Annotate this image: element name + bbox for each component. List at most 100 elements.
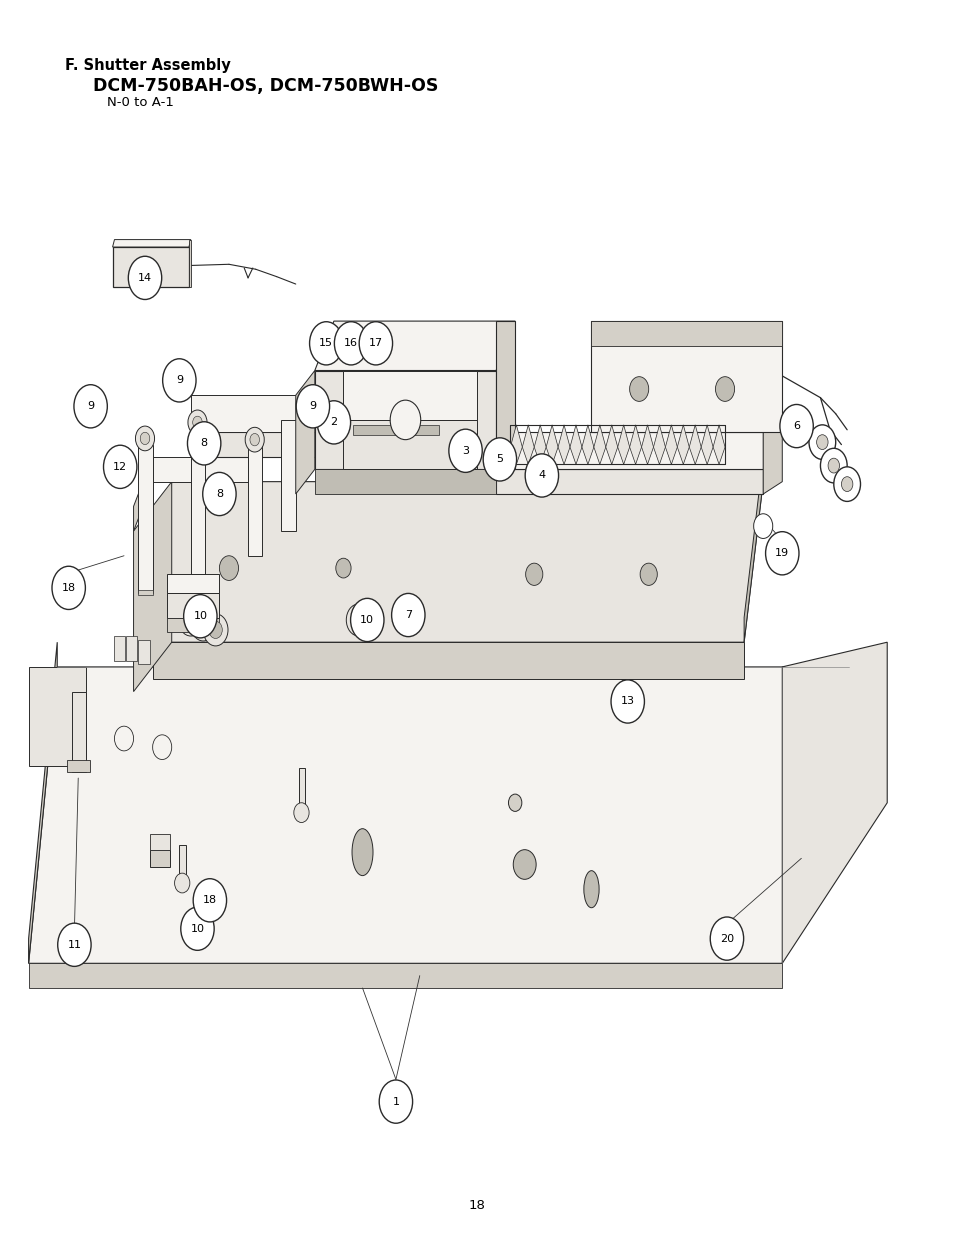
Circle shape (193, 879, 226, 921)
Text: 18: 18 (203, 895, 216, 905)
Text: 3: 3 (461, 446, 469, 456)
Polygon shape (29, 642, 57, 963)
Circle shape (174, 873, 190, 893)
Circle shape (524, 454, 558, 496)
Circle shape (820, 448, 846, 483)
Polygon shape (314, 370, 496, 469)
Polygon shape (113, 636, 125, 661)
Circle shape (358, 322, 393, 366)
Polygon shape (510, 425, 522, 464)
Circle shape (203, 614, 228, 646)
Text: F. Shutter Assembly: F. Shutter Assembly (65, 58, 231, 73)
Polygon shape (152, 482, 762, 642)
Circle shape (833, 467, 860, 501)
Text: 16: 16 (344, 338, 357, 348)
Circle shape (140, 432, 150, 445)
Text: 19: 19 (775, 548, 788, 558)
Circle shape (184, 611, 197, 629)
Circle shape (188, 410, 207, 435)
Text: 6: 6 (792, 421, 800, 431)
Polygon shape (762, 432, 781, 494)
Circle shape (346, 604, 371, 636)
Polygon shape (152, 457, 248, 482)
Polygon shape (605, 425, 618, 464)
Ellipse shape (583, 871, 598, 908)
Text: 8: 8 (200, 438, 208, 448)
Polygon shape (138, 640, 150, 664)
Polygon shape (522, 425, 534, 464)
Circle shape (209, 621, 222, 638)
Polygon shape (496, 469, 762, 494)
Circle shape (114, 726, 133, 751)
Polygon shape (191, 432, 314, 457)
Polygon shape (67, 760, 90, 772)
Polygon shape (167, 593, 219, 618)
Polygon shape (496, 321, 515, 469)
Ellipse shape (352, 829, 373, 876)
Polygon shape (665, 425, 677, 464)
Polygon shape (179, 845, 186, 883)
Circle shape (162, 359, 196, 403)
Circle shape (841, 477, 852, 492)
Polygon shape (191, 395, 314, 432)
Circle shape (193, 416, 202, 429)
Text: 12: 12 (113, 462, 127, 472)
Polygon shape (112, 240, 191, 247)
Circle shape (390, 400, 420, 440)
Polygon shape (71, 692, 86, 772)
Polygon shape (248, 445, 262, 556)
Text: 14: 14 (138, 273, 152, 283)
Text: 13: 13 (620, 697, 634, 706)
Polygon shape (138, 445, 152, 593)
Polygon shape (343, 370, 476, 420)
Text: N-0 to A-1: N-0 to A-1 (107, 96, 173, 110)
Circle shape (196, 616, 210, 634)
Circle shape (245, 427, 264, 452)
Polygon shape (591, 321, 781, 432)
Text: 1: 1 (392, 1097, 399, 1107)
Text: 18: 18 (468, 1199, 485, 1212)
Circle shape (334, 322, 367, 366)
Text: 7: 7 (404, 610, 412, 620)
Polygon shape (640, 425, 653, 464)
Text: 17: 17 (369, 338, 382, 348)
Circle shape (52, 566, 86, 610)
Circle shape (294, 803, 309, 823)
Circle shape (816, 435, 827, 450)
Circle shape (351, 599, 383, 642)
Polygon shape (653, 425, 665, 464)
Polygon shape (688, 425, 700, 464)
Polygon shape (189, 240, 191, 287)
Text: 4: 4 (537, 471, 545, 480)
Polygon shape (618, 425, 629, 464)
Text: 18: 18 (62, 583, 75, 593)
Circle shape (715, 377, 734, 401)
Polygon shape (570, 425, 581, 464)
Polygon shape (343, 420, 476, 469)
Polygon shape (150, 834, 170, 850)
Polygon shape (126, 636, 137, 661)
Circle shape (525, 563, 542, 585)
Polygon shape (677, 425, 688, 464)
Circle shape (316, 401, 350, 445)
Text: 15: 15 (319, 338, 333, 348)
Polygon shape (29, 963, 781, 988)
Polygon shape (167, 574, 219, 593)
Polygon shape (314, 469, 496, 494)
Polygon shape (558, 425, 570, 464)
Polygon shape (295, 370, 314, 494)
Polygon shape (743, 457, 762, 642)
Polygon shape (496, 432, 762, 469)
Circle shape (391, 594, 424, 637)
Circle shape (104, 446, 137, 489)
Circle shape (191, 609, 215, 641)
Polygon shape (713, 425, 724, 464)
Circle shape (202, 473, 236, 516)
Circle shape (135, 426, 154, 451)
Circle shape (74, 385, 108, 427)
Circle shape (827, 458, 839, 473)
Polygon shape (593, 425, 605, 464)
Polygon shape (112, 247, 189, 287)
Text: 9: 9 (309, 401, 316, 411)
Circle shape (513, 850, 536, 879)
